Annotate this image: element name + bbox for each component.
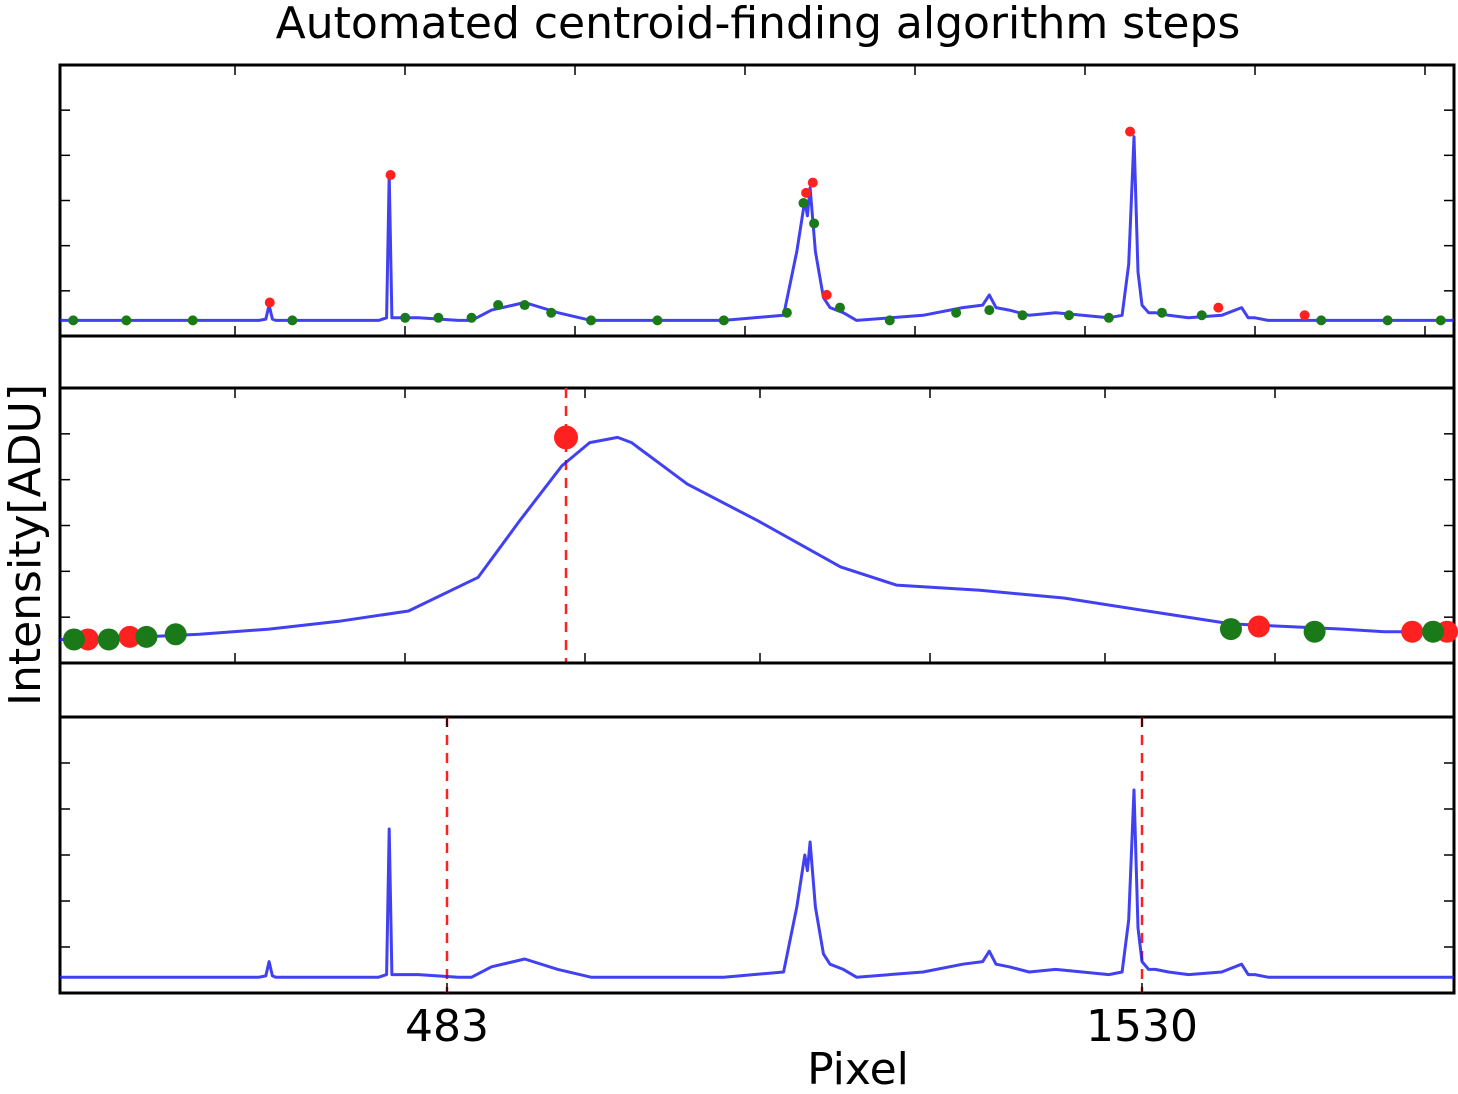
baseline-marker — [546, 307, 557, 318]
y-axis-label: Intensity[ADU] — [0, 384, 51, 706]
baseline-marker — [287, 315, 298, 326]
baseline-marker — [1316, 315, 1327, 326]
baseline-marker — [62, 628, 85, 651]
baseline-marker — [400, 312, 411, 323]
axes-frame — [58, 386, 1456, 665]
figure-title: Automated centroid-finding algorithm ste… — [276, 0, 1241, 49]
x-tick-label: 483 — [405, 1001, 489, 1052]
spectrum-line — [60, 135, 1454, 322]
spacer-band-1 — [58, 334, 1456, 390]
baseline-marker — [1156, 307, 1167, 318]
peak-marker — [118, 625, 141, 648]
peak-marker — [1213, 302, 1224, 313]
baseline-marker — [951, 307, 962, 318]
baseline-marker — [97, 628, 120, 651]
baseline-marker — [798, 198, 809, 209]
baseline-marker — [1303, 620, 1326, 643]
baseline-marker — [1196, 310, 1207, 321]
peak-marker — [1401, 620, 1424, 643]
peak-marker — [801, 187, 812, 198]
baseline-marker — [135, 625, 158, 648]
baseline-marker — [164, 623, 187, 646]
baseline-marker — [519, 300, 530, 311]
baseline-marker — [1422, 620, 1445, 643]
baseline-marker — [466, 312, 477, 323]
baseline-marker — [1017, 310, 1028, 321]
baseline-marker — [1063, 310, 1074, 321]
baseline-marker — [586, 315, 597, 326]
peak-marker — [1247, 615, 1270, 638]
baseline-marker — [834, 302, 845, 313]
baseline-marker — [1103, 312, 1114, 323]
baseline-marker — [652, 315, 663, 326]
baseline-marker — [984, 305, 995, 316]
baseline-marker — [187, 315, 198, 326]
peak-marker — [1299, 310, 1310, 321]
peak-marker — [807, 177, 818, 188]
peak-marker — [385, 170, 396, 180]
peak-marker — [264, 297, 275, 308]
baseline-marker — [1219, 618, 1242, 641]
peak-marker — [1125, 126, 1136, 137]
baseline-marker — [433, 312, 444, 323]
baseline-marker — [884, 315, 895, 326]
baseline-marker — [68, 315, 79, 326]
baseline-marker — [809, 218, 820, 229]
spacer-band-2 — [58, 661, 1456, 719]
baseline-marker — [493, 300, 504, 311]
baseline-marker — [718, 315, 729, 326]
x-tick-label: 1530 — [1086, 1001, 1198, 1052]
axes-frame — [58, 63, 1456, 338]
axes-frame — [58, 715, 1456, 995]
baseline-marker — [1435, 315, 1446, 326]
spectrum-line — [60, 788, 1454, 979]
panel-raw-spectrum — [58, 63, 1456, 338]
panel-smoothed-profile — [58, 386, 1458, 665]
centroid-marker — [554, 425, 579, 450]
baseline-marker — [781, 307, 792, 318]
baseline-marker — [121, 315, 132, 326]
x-axis-label: Pixel — [807, 1044, 909, 1090]
panel-final-centroids: 483 1530 — [58, 715, 1456, 1052]
baseline-marker — [1382, 315, 1393, 326]
peak-marker — [821, 289, 832, 300]
spectrum-line — [60, 435, 1455, 641]
